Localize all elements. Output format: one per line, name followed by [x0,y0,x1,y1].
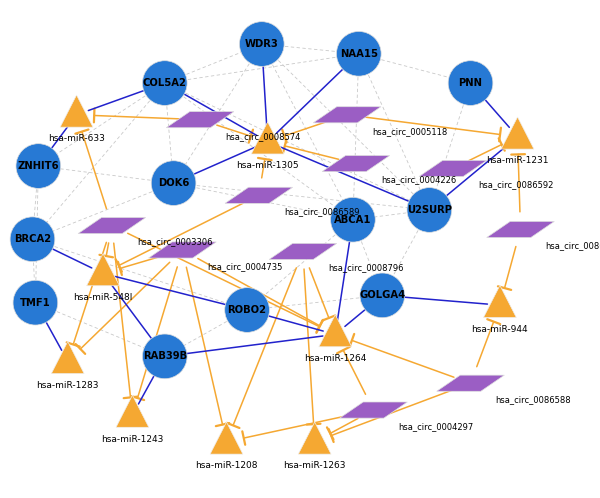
Ellipse shape [13,280,58,325]
Text: COL5A2: COL5A2 [143,78,187,88]
Ellipse shape [16,144,61,188]
Text: hsa-miR-944: hsa-miR-944 [472,325,528,334]
Polygon shape [298,422,331,454]
Text: WDR3: WDR3 [245,39,278,49]
Text: hsa_circ_0086589: hsa_circ_0086589 [284,207,359,216]
Text: hsa-miR-1243: hsa-miR-1243 [101,435,164,444]
Ellipse shape [448,61,493,106]
Ellipse shape [142,61,187,106]
Polygon shape [313,107,381,123]
Polygon shape [86,253,119,286]
Polygon shape [501,117,534,149]
Polygon shape [116,395,149,427]
Text: hsa_circ_0005118: hsa_circ_0005118 [372,127,447,136]
Ellipse shape [337,31,381,76]
Polygon shape [225,187,293,203]
Text: hsa-miR-1263: hsa-miR-1263 [283,462,346,471]
Polygon shape [269,244,337,259]
Text: hsa_circ_0086592: hsa_circ_0086592 [478,180,553,189]
Ellipse shape [151,161,196,206]
Ellipse shape [331,197,375,242]
Text: hsa-miR-1283: hsa-miR-1283 [37,381,99,390]
Text: BRCA2: BRCA2 [14,234,51,244]
Text: DOK6: DOK6 [158,178,189,188]
Polygon shape [251,122,284,154]
Text: hsa-miR-1305: hsa-miR-1305 [236,161,299,170]
Text: RAB39B: RAB39B [143,352,187,362]
Polygon shape [149,242,216,258]
Polygon shape [52,342,84,374]
Polygon shape [437,375,505,391]
Polygon shape [60,95,93,127]
Text: hsa-miR-1208: hsa-miR-1208 [195,462,258,471]
Text: hsa-miR-548l: hsa-miR-548l [73,293,133,302]
Text: ROBO2: ROBO2 [227,305,266,315]
Text: hsa-miR-1264: hsa-miR-1264 [304,354,367,363]
Text: TMF1: TMF1 [20,298,51,308]
Text: hsa-miR-1231: hsa-miR-1231 [487,156,549,165]
Text: U2SURP: U2SURP [407,205,452,215]
Polygon shape [319,315,352,347]
Ellipse shape [142,334,187,378]
Text: hsa_circ_0003306: hsa_circ_0003306 [137,238,212,247]
Polygon shape [484,285,517,317]
Polygon shape [166,112,234,127]
Text: ZNHIT6: ZNHIT6 [17,161,59,171]
Text: hsa_circ_0004735: hsa_circ_0004735 [208,262,283,271]
Text: hsa_circ_0086588: hsa_circ_0086588 [496,395,571,404]
Text: hsa_circ_0086587: hsa_circ_0086587 [545,242,600,250]
Polygon shape [322,155,389,172]
Text: hsa_circ_0004226: hsa_circ_0004226 [381,176,456,185]
Text: PNN: PNN [458,78,482,88]
Ellipse shape [407,188,452,232]
Text: hsa_circ_0008574: hsa_circ_0008574 [225,131,301,140]
Polygon shape [419,160,487,176]
Text: hsa_circ_0004297: hsa_circ_0004297 [398,422,474,431]
Polygon shape [340,402,407,418]
Ellipse shape [225,288,269,332]
Text: GOLGA4: GOLGA4 [359,290,406,300]
Polygon shape [78,218,146,234]
Text: NAA15: NAA15 [340,49,378,59]
Ellipse shape [360,273,404,318]
Ellipse shape [10,217,55,261]
Ellipse shape [239,22,284,66]
Text: hsa_circ_0008796: hsa_circ_0008796 [328,263,403,272]
Polygon shape [210,422,243,454]
Polygon shape [487,222,554,238]
Text: ABCA1: ABCA1 [334,215,371,225]
Text: hsa-miR-633: hsa-miR-633 [48,134,105,143]
